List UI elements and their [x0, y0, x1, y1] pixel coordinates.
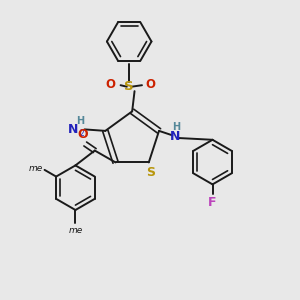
Text: H: H [172, 122, 180, 132]
Text: O: O [106, 77, 116, 91]
Text: F: F [208, 196, 217, 209]
Text: me: me [29, 164, 44, 173]
Text: S: S [124, 80, 134, 93]
Text: N: N [68, 123, 78, 136]
Text: O: O [145, 77, 155, 91]
Text: O: O [78, 128, 88, 141]
Text: S: S [146, 166, 155, 179]
Text: 2: 2 [80, 129, 85, 138]
Text: me: me [68, 226, 83, 235]
Text: N: N [170, 130, 181, 143]
Text: H: H [76, 116, 84, 125]
